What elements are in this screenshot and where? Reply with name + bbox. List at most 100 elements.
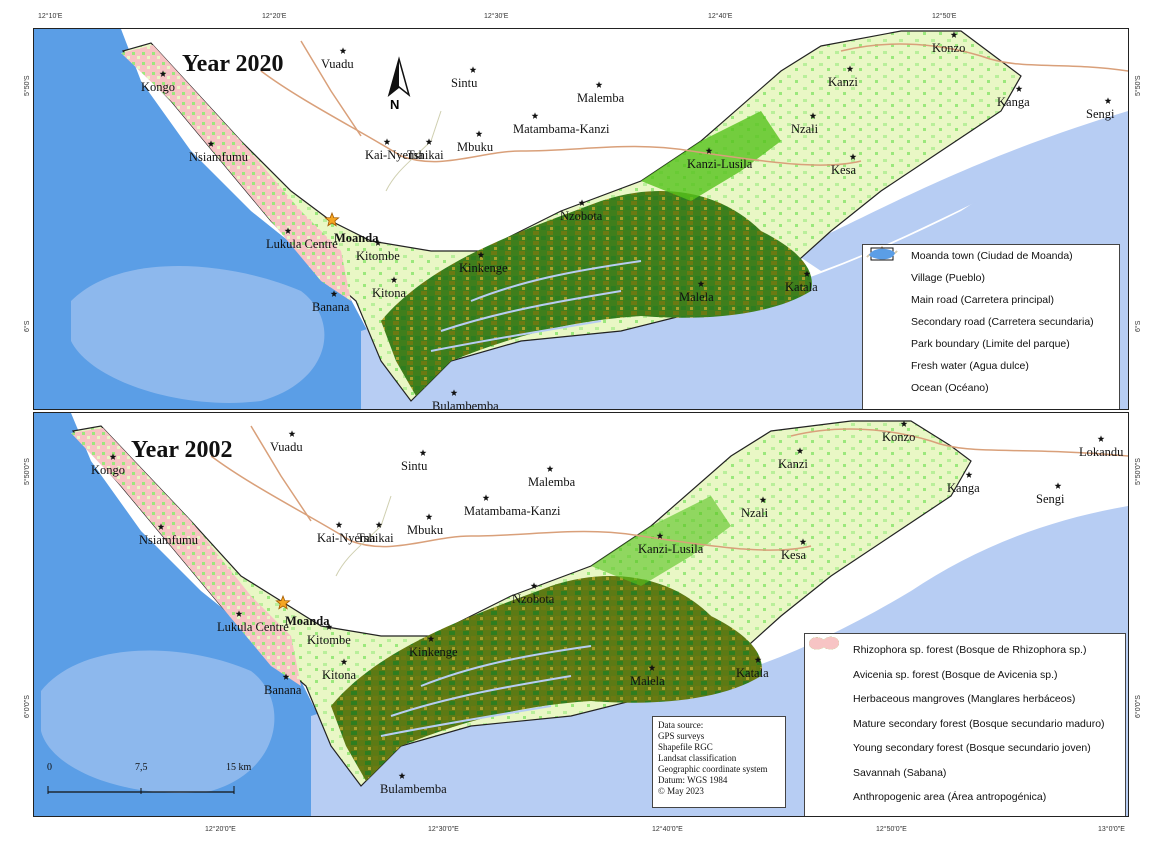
village-label: Lukula Centre: [217, 620, 289, 634]
village-star-icon: [705, 147, 713, 154]
village-label: Sengi: [1036, 492, 1065, 506]
village-label: Nzali: [741, 506, 769, 520]
legend-item-ocean: Ocean (Océano): [863, 248, 1119, 399]
legend-label: Main road (Carretera principal): [911, 294, 1054, 306]
village-label: Tshikai: [357, 531, 394, 545]
village-label: Kitona: [372, 286, 406, 300]
village-label: Kinkenge: [409, 645, 458, 659]
village-label: Matambama-Kanzi: [513, 122, 610, 136]
top-places-layer: Vuadu Kongo Sintu Malemba Konzo Kanzi Kanga Sen…: [141, 31, 1115, 409]
scale-bar-graphic: [47, 786, 235, 794]
map-2002: Vuadu Konzo Lokandu Kongo Sintu Kanzi Malemba K…: [33, 412, 1129, 817]
village-label: Malemba: [528, 475, 576, 489]
legend-item-landcover: Savannah (Sabana): [805, 636, 1125, 786]
village-star-icon: [1054, 482, 1062, 489]
data-source-line: Geographic coordinate system: [658, 764, 768, 774]
lat-label: 5°50'S: [24, 75, 31, 96]
village-label: Nzali: [791, 122, 819, 136]
lat-label: 5°50'0"S: [1135, 458, 1142, 485]
legend-item-fresh-water: Fresh water (Agua dulce): [863, 248, 1119, 377]
village-label: Bulambemba: [380, 782, 447, 796]
village-label: Sengi: [1086, 107, 1115, 121]
village-label: Kai-Nyema: [317, 531, 376, 545]
legend-item-landcover: Anthropogenic area (Área antropogénica): [805, 636, 1125, 810]
village-star-icon: [425, 138, 433, 145]
village-star-icon: [846, 65, 854, 72]
lon-label: 12°50'E: [932, 13, 957, 20]
data-source-box: Data source: GPS surveys Shapefile RGC Land…: [652, 716, 786, 808]
legend-item-star: Moanda town (Ciudad de Moanda): [863, 245, 1119, 267]
village-star-icon: [374, 239, 382, 246]
map-title: Year 2002: [131, 437, 233, 463]
village-star-icon: [207, 140, 215, 147]
legend-label: Mature secondary forest (Bosque secundar…: [853, 717, 1105, 730]
park-area: [121, 30, 1022, 402]
village-label: Nsiamfumu: [139, 533, 199, 547]
village-star-icon: [475, 130, 483, 137]
village-star-icon: [235, 610, 243, 617]
park-boundary-icon: [869, 247, 907, 353]
lon-label: 12°40'E: [708, 13, 733, 20]
secondary-road-icon: [866, 250, 907, 331]
village-label: Kitombe: [307, 633, 351, 647]
village-label: Kongo: [141, 80, 175, 94]
village-label: Sintu: [401, 459, 428, 473]
village-label: Matambama-Kanzi: [464, 504, 561, 518]
village-label: Kanzi: [778, 457, 808, 471]
village-star-icon: [482, 494, 490, 501]
landcover-swatch-icon: [809, 636, 849, 708]
legend-item-main-road: Main road (Carretera principal): [863, 250, 1119, 311]
village-label: Konzo: [932, 41, 965, 55]
legend-label: Fresh water (Agua dulce): [911, 360, 1029, 372]
moanda-town-star-icon: [324, 211, 340, 227]
village-star-icon: [284, 227, 292, 234]
map-2020: Vuadu Kongo Sintu Malemba Konzo Kanzi Kanga Sen…: [33, 28, 1129, 410]
village-star-icon: [375, 521, 383, 528]
village-star-icon: [531, 112, 539, 119]
map-title: Year 2020: [182, 51, 284, 77]
village-star-icon: [799, 538, 807, 545]
village-star-icon: [1015, 85, 1023, 92]
village-label: Kesa: [831, 163, 856, 177]
park-area: [71, 420, 972, 787]
village-label: Konzo: [882, 430, 915, 444]
lon-label: 13°0'0"E: [1098, 826, 1125, 833]
legend-bottom: Rhizophora sp. forest (Bosque de Rhizoph…: [804, 633, 1126, 816]
lon-label: 12°30'0"E: [428, 826, 459, 833]
village-label: Vuadu: [321, 57, 354, 71]
landcover-swatch-icon: [809, 636, 849, 806]
data-source-line: Shapefile RGC: [658, 742, 713, 752]
village-star-icon: [425, 513, 433, 520]
village-star-icon: [109, 453, 117, 460]
village-star-icon: [157, 523, 165, 530]
village-label: Malemba: [577, 91, 625, 105]
village-star-icon: [450, 389, 458, 396]
legend-label: Secondary road (Carretera secundaria): [911, 316, 1094, 328]
scale-label: 7,5: [135, 762, 148, 773]
village-star-icon: [754, 656, 762, 663]
village-star-icon: [477, 251, 485, 258]
data-source-line: Landsat classification: [658, 753, 737, 763]
legend-label: Ocean (Océano): [911, 382, 989, 394]
legend-item-landcover: Young secondary forest (Bosque secundari…: [805, 636, 1125, 761]
village-star-icon: [578, 199, 586, 206]
map-2020-canvas: Vuadu Kongo Sintu Malemba Konzo Kanzi Kanga Sen…: [34, 29, 1128, 409]
village-label: Kanzi: [828, 75, 858, 89]
legend-label: Herbaceous mangroves (Manglares herbáceo…: [853, 693, 1076, 706]
village-star-icon: [469, 66, 477, 73]
village-label: Nsiamfumu: [189, 150, 249, 164]
village-star-icon: [419, 449, 427, 456]
village-label: Tshikai: [407, 148, 444, 162]
legend-item-secondary-road: Secondary road (Carretera secundaria): [863, 250, 1119, 333]
village-star-icon: [340, 658, 348, 665]
village-label: Kitombe: [356, 249, 400, 263]
village-star-icon: [1104, 97, 1112, 104]
village-label: Malela: [630, 674, 665, 688]
lat-label: 5°50'0"S: [24, 458, 31, 485]
legend-label: Savannah (Sabana): [853, 766, 947, 779]
lon-label: 12°50'0"E: [876, 826, 907, 833]
landcover-swatch-icon: [809, 636, 849, 757]
scale-label: 0: [47, 762, 52, 773]
village-star-icon: [595, 81, 603, 88]
village-star-icon: [759, 496, 767, 503]
